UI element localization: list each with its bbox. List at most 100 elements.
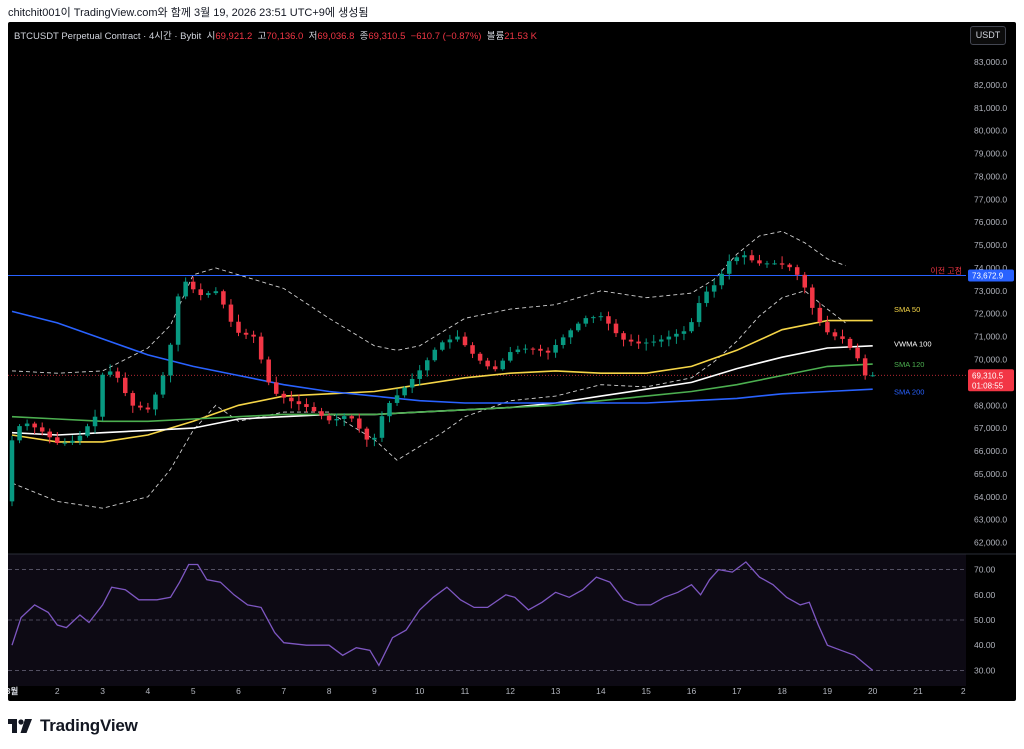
candle-up (341, 416, 347, 419)
price-axis-tick-label: 79,000.0 (974, 149, 1007, 159)
time-axis-tick-label: 10 (415, 686, 425, 696)
close-value: 69,310.5 (368, 31, 406, 42)
candle-up (440, 342, 445, 350)
candle-down (281, 393, 287, 398)
bollinger-upper-band (11, 230, 846, 374)
candle-down (840, 336, 845, 339)
ma-line-sma-50 (11, 319, 873, 443)
candle-up (409, 378, 415, 388)
time-axis-tick-label: 16 (687, 686, 697, 696)
candle-up (153, 394, 158, 410)
candle-down (130, 393, 136, 406)
time-axis-tick-label: 18 (777, 686, 787, 696)
candle-down (485, 360, 490, 367)
candle-up (560, 337, 566, 345)
share-caption: chitchit001이 TradingView.com와 함께 3월 19, … (8, 7, 369, 19)
legend-label-sma-200: SMA 200 (894, 388, 924, 397)
candle-up (666, 336, 672, 340)
candle-up (696, 303, 702, 323)
candle-down (190, 281, 196, 290)
candle-up (583, 318, 589, 324)
candle-up (402, 387, 407, 396)
candle-up (659, 339, 664, 342)
chart-frame[interactable]: 62,000.0 63,000.0 64,000.0 65,000.0 66,000.0… (8, 22, 1016, 701)
brand: TradingView (8, 715, 138, 737)
time-axis-tick-label: 5 (191, 686, 196, 696)
price-axis-tick-label: 76,000.0 (974, 217, 1007, 227)
symbol-title[interactable]: BTCUSDT Perpetual Contract · 4시간 · Bybit (14, 31, 202, 42)
time-axis-tick-label: 2 (961, 686, 966, 696)
candle-down (538, 348, 543, 351)
open-label: 시 (206, 31, 216, 42)
low-label: 저 (308, 31, 318, 42)
chart-canvas[interactable]: 62,000.0 63,000.0 64,000.0 65,000.0 66,000.0… (8, 22, 1016, 701)
candle-down (304, 404, 309, 407)
candle-down (198, 289, 203, 296)
candle-down (296, 401, 302, 405)
currency-button[interactable]: USDT (970, 26, 1006, 45)
candle-up (689, 322, 694, 332)
candle-up (100, 374, 105, 417)
candle-down (545, 350, 551, 353)
rsi-axis-tick-label: 70.00 (974, 565, 996, 575)
candle-down (228, 304, 234, 322)
candle-down (326, 415, 332, 421)
candle-down (802, 274, 807, 288)
candle-down (832, 332, 838, 337)
low-value: 69,036.8 (317, 31, 355, 42)
candle-up (576, 323, 581, 331)
volume-label: 볼륨 (486, 31, 505, 42)
price-axis-tick-label: 65,000.0 (974, 469, 1007, 479)
candle-up (568, 330, 573, 338)
candle-down (470, 345, 475, 354)
candle-up (500, 360, 505, 370)
candle-down (364, 428, 370, 440)
price-axis-tick-label: 74,000.0 (974, 263, 1007, 273)
time-axis-tick-label: 8 (327, 686, 332, 696)
candle-down (251, 334, 256, 337)
price-axis-tick-label: 78,000.0 (974, 171, 1007, 181)
candle-up (432, 349, 438, 361)
candle-down (311, 406, 317, 412)
candle-down (606, 316, 611, 324)
candle-down (817, 307, 823, 323)
candle-up (727, 261, 732, 274)
candle-down (39, 427, 45, 432)
candle-down (794, 267, 800, 275)
price-axis-tick-label: 77,000.0 (974, 194, 1007, 204)
price-axis-tick-label: 82,000.0 (974, 80, 1007, 90)
candle-up (85, 426, 90, 436)
candle-countdown: 01:08:55 (972, 381, 1004, 390)
candle-up (764, 263, 770, 265)
candle-down (221, 291, 226, 305)
candle-down (847, 338, 853, 348)
candle-up (598, 316, 604, 318)
candle-down (115, 371, 120, 378)
candle-down (274, 382, 279, 394)
candle-up (417, 370, 422, 379)
price-axis-tick-label: 64,000.0 (974, 492, 1007, 502)
time-axis-tick-label: 17 (732, 686, 742, 696)
candle-down (628, 339, 634, 342)
legend-label-vwma-100: VWMA 100 (894, 339, 932, 348)
candle-down (825, 322, 830, 333)
close-label: 종 (359, 31, 369, 42)
candle-down (236, 321, 241, 333)
candle-down (492, 366, 498, 370)
candle-up (704, 291, 709, 304)
open-value: 69,921.2 (215, 31, 253, 42)
ma-line-sma-200 (11, 310, 873, 404)
candle-up (77, 435, 83, 441)
candle-up (372, 437, 377, 440)
time-axis-tick-label: 2 (55, 686, 60, 696)
candle-down (477, 353, 483, 361)
candle-up (455, 336, 460, 340)
previous-high-axis-tag (968, 269, 1014, 282)
candle-up (772, 263, 777, 265)
candle-down (289, 397, 294, 402)
high-value: 70,136.0 (266, 31, 304, 42)
candle-down (621, 333, 626, 340)
candle-up (643, 342, 649, 344)
candle-down (266, 359, 271, 383)
candle-down (530, 348, 536, 350)
